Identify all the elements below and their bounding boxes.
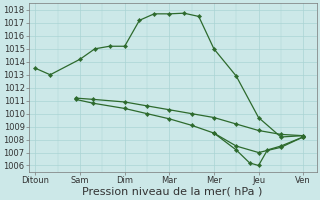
X-axis label: Pression niveau de la mer( hPa ): Pression niveau de la mer( hPa ) (83, 187, 263, 197)
